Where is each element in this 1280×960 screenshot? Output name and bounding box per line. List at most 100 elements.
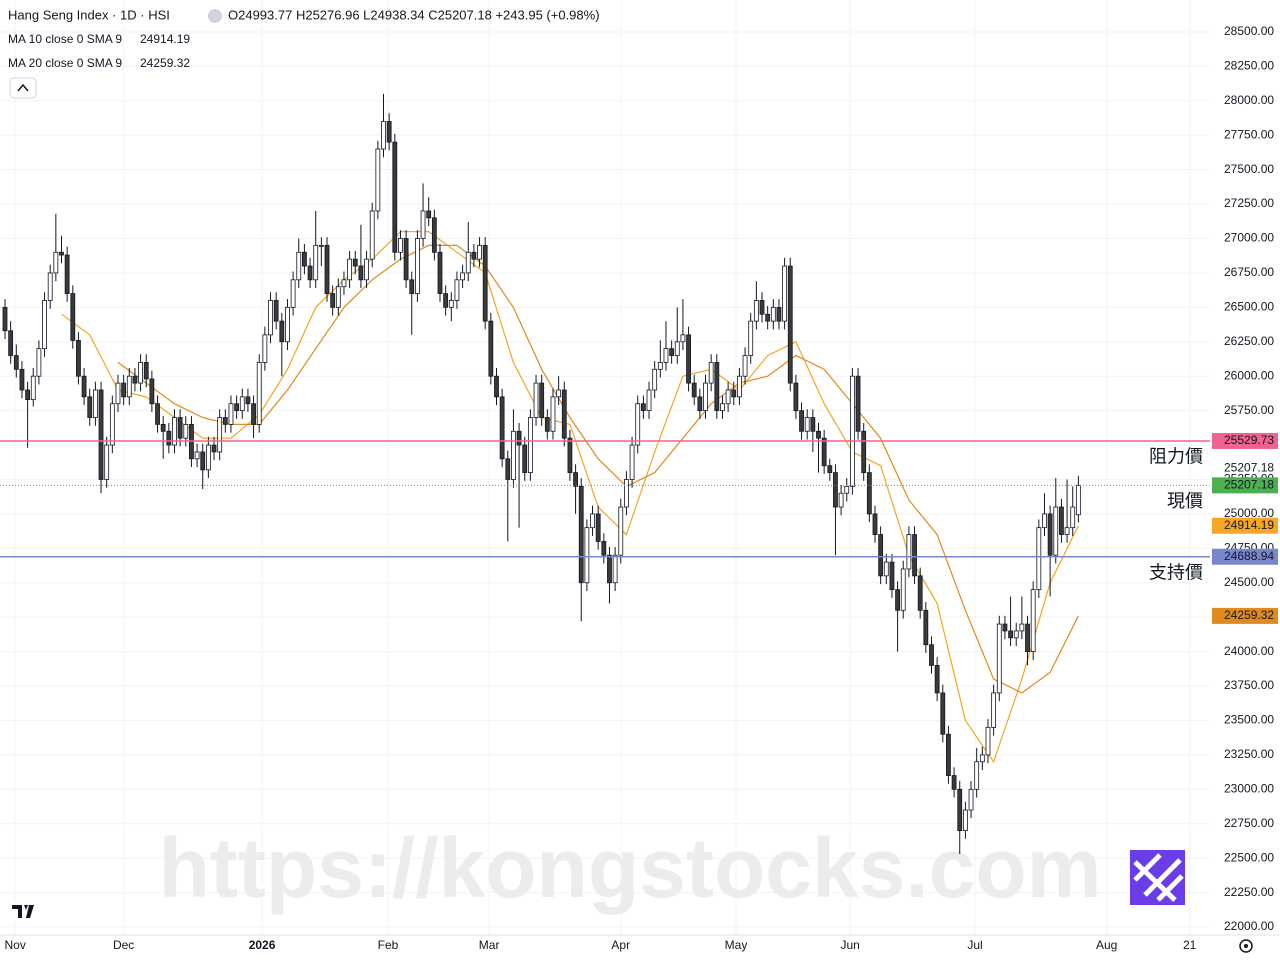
candle-body	[793, 382, 799, 412]
candle-body	[92, 389, 98, 418]
candle-body	[1025, 623, 1030, 653]
candle-body	[488, 320, 494, 377]
candle-body	[262, 334, 268, 363]
candle-body	[996, 623, 1002, 694]
candle-body	[1019, 623, 1025, 632]
candle-body	[544, 417, 550, 432]
y-tick-label: 22500.00	[1224, 850, 1274, 864]
candle-body	[946, 733, 951, 776]
candle-body	[657, 362, 663, 370]
candle-body	[776, 306, 782, 322]
candle-body	[245, 396, 251, 405]
candle-body	[974, 761, 980, 790]
ma-legend-value: 24259.32	[140, 56, 190, 70]
candle-body	[652, 368, 658, 391]
candle-body	[578, 485, 584, 584]
watermark: https://kongstocks.com	[159, 821, 1102, 915]
candle-body	[268, 300, 273, 336]
candle-body	[19, 368, 25, 391]
x-tick-label: Feb	[378, 938, 399, 952]
ma-tag	[1212, 607, 1278, 624]
y-tick-label: 24500.00	[1224, 575, 1274, 589]
price-tag	[1212, 432, 1278, 449]
logo-bg	[8, 900, 40, 922]
candle-body	[341, 279, 347, 288]
candle-body	[471, 251, 477, 260]
candle-body	[149, 378, 155, 405]
candle-body	[697, 396, 703, 412]
candle-body	[923, 609, 929, 646]
y-tick-label: 25750.00	[1224, 403, 1274, 417]
settings-icon[interactable]	[1239, 939, 1253, 953]
candle-body	[109, 403, 115, 446]
y-tick-label: 24000.00	[1224, 644, 1274, 658]
candle-body	[595, 513, 601, 542]
candle-body	[403, 238, 409, 281]
candle-body	[770, 306, 776, 322]
y-tick-label: 22750.00	[1224, 816, 1274, 830]
ma-legend-name: MA 10 close 0 SMA 9	[8, 32, 122, 46]
ma-legend-value: 24914.19	[140, 32, 190, 46]
candle-body	[556, 389, 562, 398]
logo-mark	[12, 905, 34, 918]
candle-body	[855, 375, 861, 432]
candle-body	[816, 430, 821, 439]
candle-body	[217, 417, 223, 453]
candle-body	[42, 300, 47, 350]
candle-body	[211, 444, 217, 453]
candle-body	[1013, 630, 1019, 639]
candle-body	[443, 293, 449, 308]
candle-body	[618, 506, 624, 556]
candle-body	[251, 403, 256, 425]
ma-tag-label: 24259.32	[1224, 608, 1274, 622]
candle-body	[1047, 513, 1053, 556]
y-tick-label: 25000.00	[1224, 506, 1274, 520]
candle-body	[30, 375, 36, 401]
candle-body	[714, 362, 720, 412]
candle-body	[929, 644, 934, 666]
candle-body	[1030, 589, 1036, 653]
candle-body	[663, 348, 669, 363]
collapse-icon	[17, 83, 29, 92]
candle-body	[335, 286, 341, 308]
candle-body	[629, 444, 635, 480]
candle-body	[985, 726, 991, 756]
candle-body	[482, 244, 488, 322]
y-tick-label: 23500.00	[1224, 713, 1274, 727]
candle-body	[900, 568, 906, 611]
last-price-label: 25207.18	[1224, 461, 1274, 475]
y-tick-label: 28500.00	[1224, 24, 1274, 38]
candle-body	[465, 251, 471, 274]
candle-body	[409, 279, 415, 294]
candle-body	[782, 265, 788, 322]
y-tick-label: 27000.00	[1224, 231, 1274, 245]
price-line-label: 阻力價	[1149, 447, 1203, 467]
candle-body	[686, 334, 691, 384]
y-tick-label: 23750.00	[1224, 678, 1274, 692]
candle-body	[76, 340, 81, 377]
candle-body	[166, 430, 172, 446]
ma-line	[117, 244, 1079, 694]
candle-body	[539, 382, 545, 418]
price-line-label: 支持價	[1149, 562, 1203, 582]
candle-body	[917, 575, 923, 611]
x-tick-label: Dec	[113, 938, 134, 952]
candle-body	[804, 417, 810, 432]
candle-body	[906, 534, 912, 570]
gear-center	[1244, 944, 1248, 948]
y-tick-label: 27250.00	[1224, 196, 1274, 210]
gear[interactable]	[1239, 939, 1253, 953]
candle-body	[748, 320, 754, 356]
candle-body	[612, 554, 618, 584]
price-tag	[1212, 477, 1278, 494]
candle-body	[635, 403, 641, 446]
ma-tag	[1212, 517, 1278, 534]
candle-body	[358, 265, 364, 281]
collapse-button[interactable]	[9, 77, 37, 99]
price-axis: 22000.00 22250.00 22500.00 22750.00 23000.00…	[1212, 24, 1278, 933]
candle-body	[307, 265, 313, 281]
candle-body	[979, 754, 985, 763]
candle-body	[126, 375, 132, 398]
candle-body	[573, 472, 578, 487]
candle-body	[352, 258, 358, 267]
